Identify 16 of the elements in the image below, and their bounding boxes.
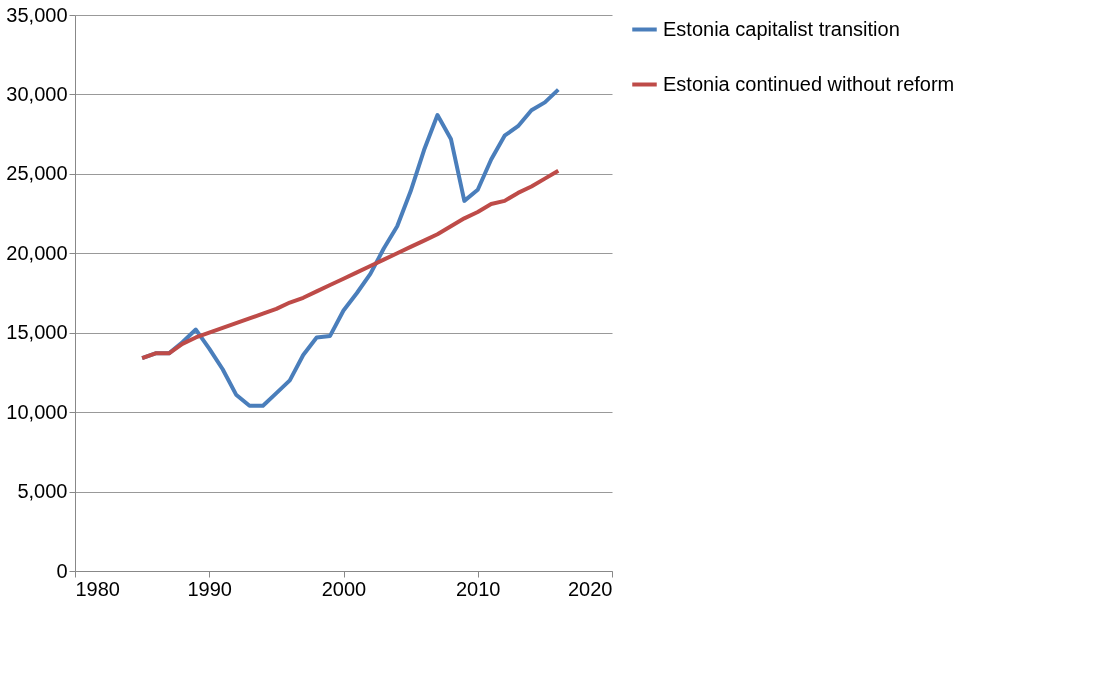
y-tick-label: 20,000 — [6, 241, 68, 264]
y-tick-label: 0 — [56, 559, 68, 582]
legend-label: Estonia capitalist transition — [663, 17, 900, 40]
x-tick-label: 1980 — [75, 577, 120, 600]
legend-label: Estonia continued without reform — [663, 72, 955, 95]
y-tick-label: 10,000 — [6, 400, 68, 423]
x-tick-label: 2000 — [321, 577, 367, 600]
line-series — [140, 168, 561, 361]
y-tick-label: 35,000 — [6, 3, 68, 26]
x-tick-label: 2010 — [456, 577, 501, 600]
y-tick-label: 15,000 — [6, 321, 68, 344]
y-tick-label: 30,000 — [6, 82, 68, 105]
y-tick-label: 25,000 — [6, 162, 68, 185]
x-tick-label: 2020 — [568, 577, 613, 600]
x-tick-label: 1990 — [187, 577, 232, 600]
y-tick-label: 5,000 — [17, 480, 68, 503]
